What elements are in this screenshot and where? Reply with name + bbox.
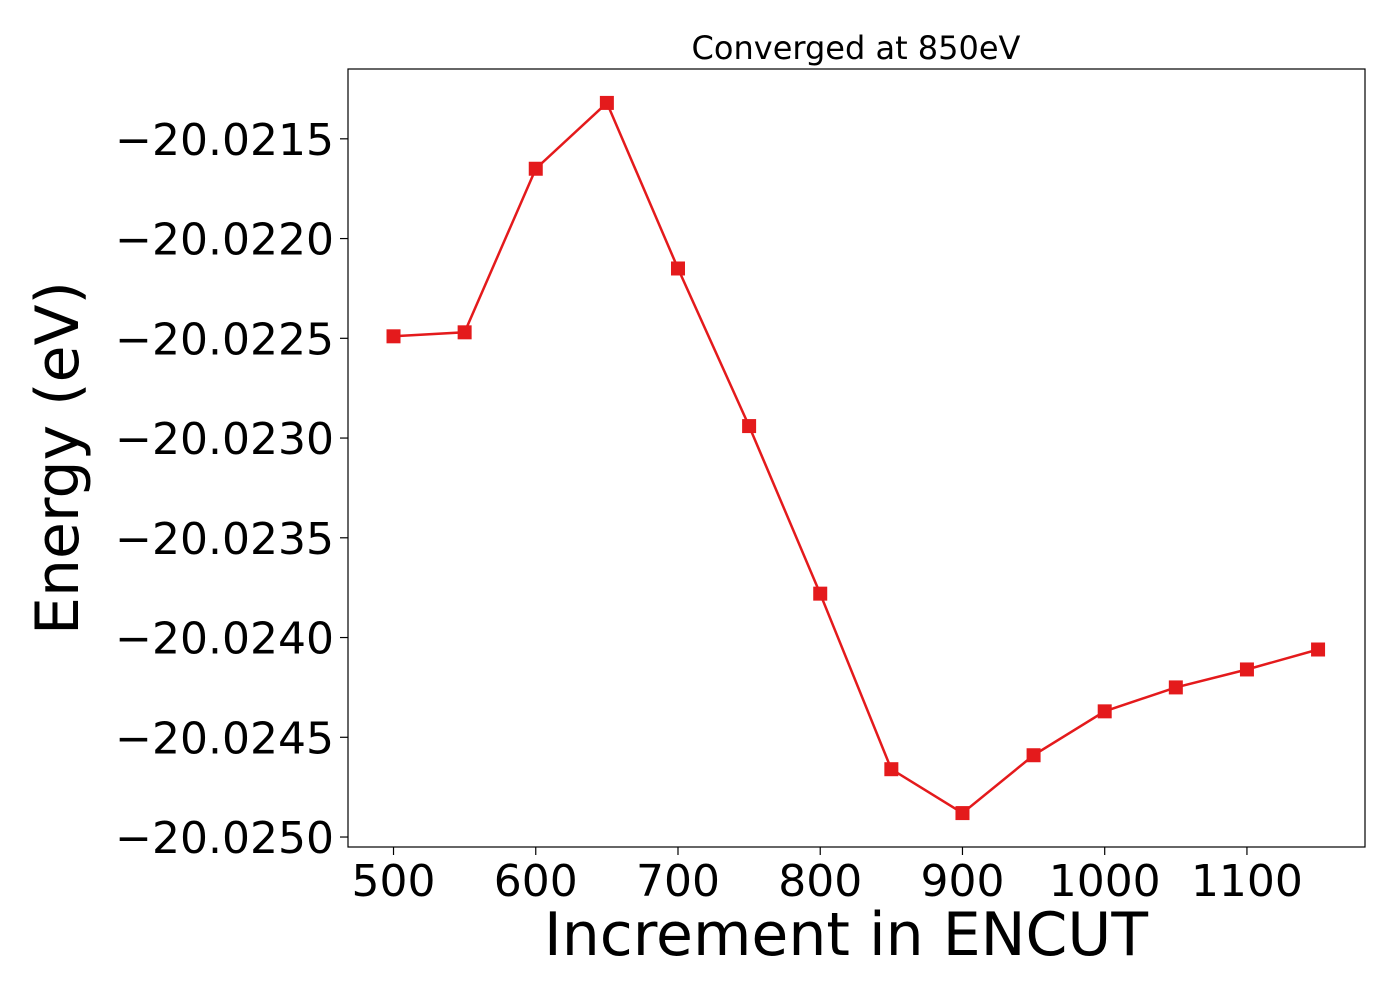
y-tick-label: −20.0220 [115, 215, 334, 266]
data-point-marker [1097, 704, 1112, 719]
y-tick-label: −20.0215 [115, 115, 334, 166]
series-layer [386, 95, 1326, 821]
data-point-marker [1168, 680, 1183, 695]
y-tick-label: −20.0225 [115, 314, 334, 365]
data-point-marker [1311, 642, 1326, 657]
x-tick-label: 900 [920, 856, 1004, 907]
y-tick-label: −20.0245 [115, 713, 334, 764]
y-tick-label: −20.0235 [115, 514, 334, 565]
y-tick-label: −20.0230 [115, 414, 334, 465]
data-point-marker [955, 806, 970, 821]
data-point-marker [386, 329, 401, 344]
data-point-marker [884, 762, 899, 777]
x-tick-label: 500 [352, 856, 436, 907]
x-tick-label: 700 [636, 856, 720, 907]
data-point-marker [457, 325, 472, 340]
x-tick-label: 1000 [1049, 856, 1161, 907]
y-axis: −20.0215 −20.0220 −20.0225 −20.0230 −20.0235… [115, 115, 348, 864]
series-line [393, 100, 1319, 815]
data-point-marker [813, 586, 828, 601]
x-tick-label: 600 [494, 856, 578, 907]
x-axis-label: Increment in ENCUT [544, 900, 1148, 970]
data-point-marker [599, 95, 614, 110]
x-tick-label: 800 [778, 856, 862, 907]
data-point-marker [1026, 748, 1041, 763]
y-tick-label: −20.0250 [115, 813, 334, 864]
x-axis: 500 600 700 800 900 1000 1100 [352, 847, 1303, 907]
plot-area-frame [347, 68, 1366, 848]
y-axis-label: Energy (eV) [23, 281, 93, 635]
x-tick-label: 1100 [1191, 856, 1303, 907]
y-tick-label: −20.0240 [115, 614, 334, 665]
chart-title: Converged at 850eV [692, 29, 1021, 67]
data-point-marker [1239, 662, 1254, 677]
data-point-marker [670, 261, 685, 276]
data-point-marker [742, 419, 757, 434]
data-point-marker [528, 161, 543, 176]
